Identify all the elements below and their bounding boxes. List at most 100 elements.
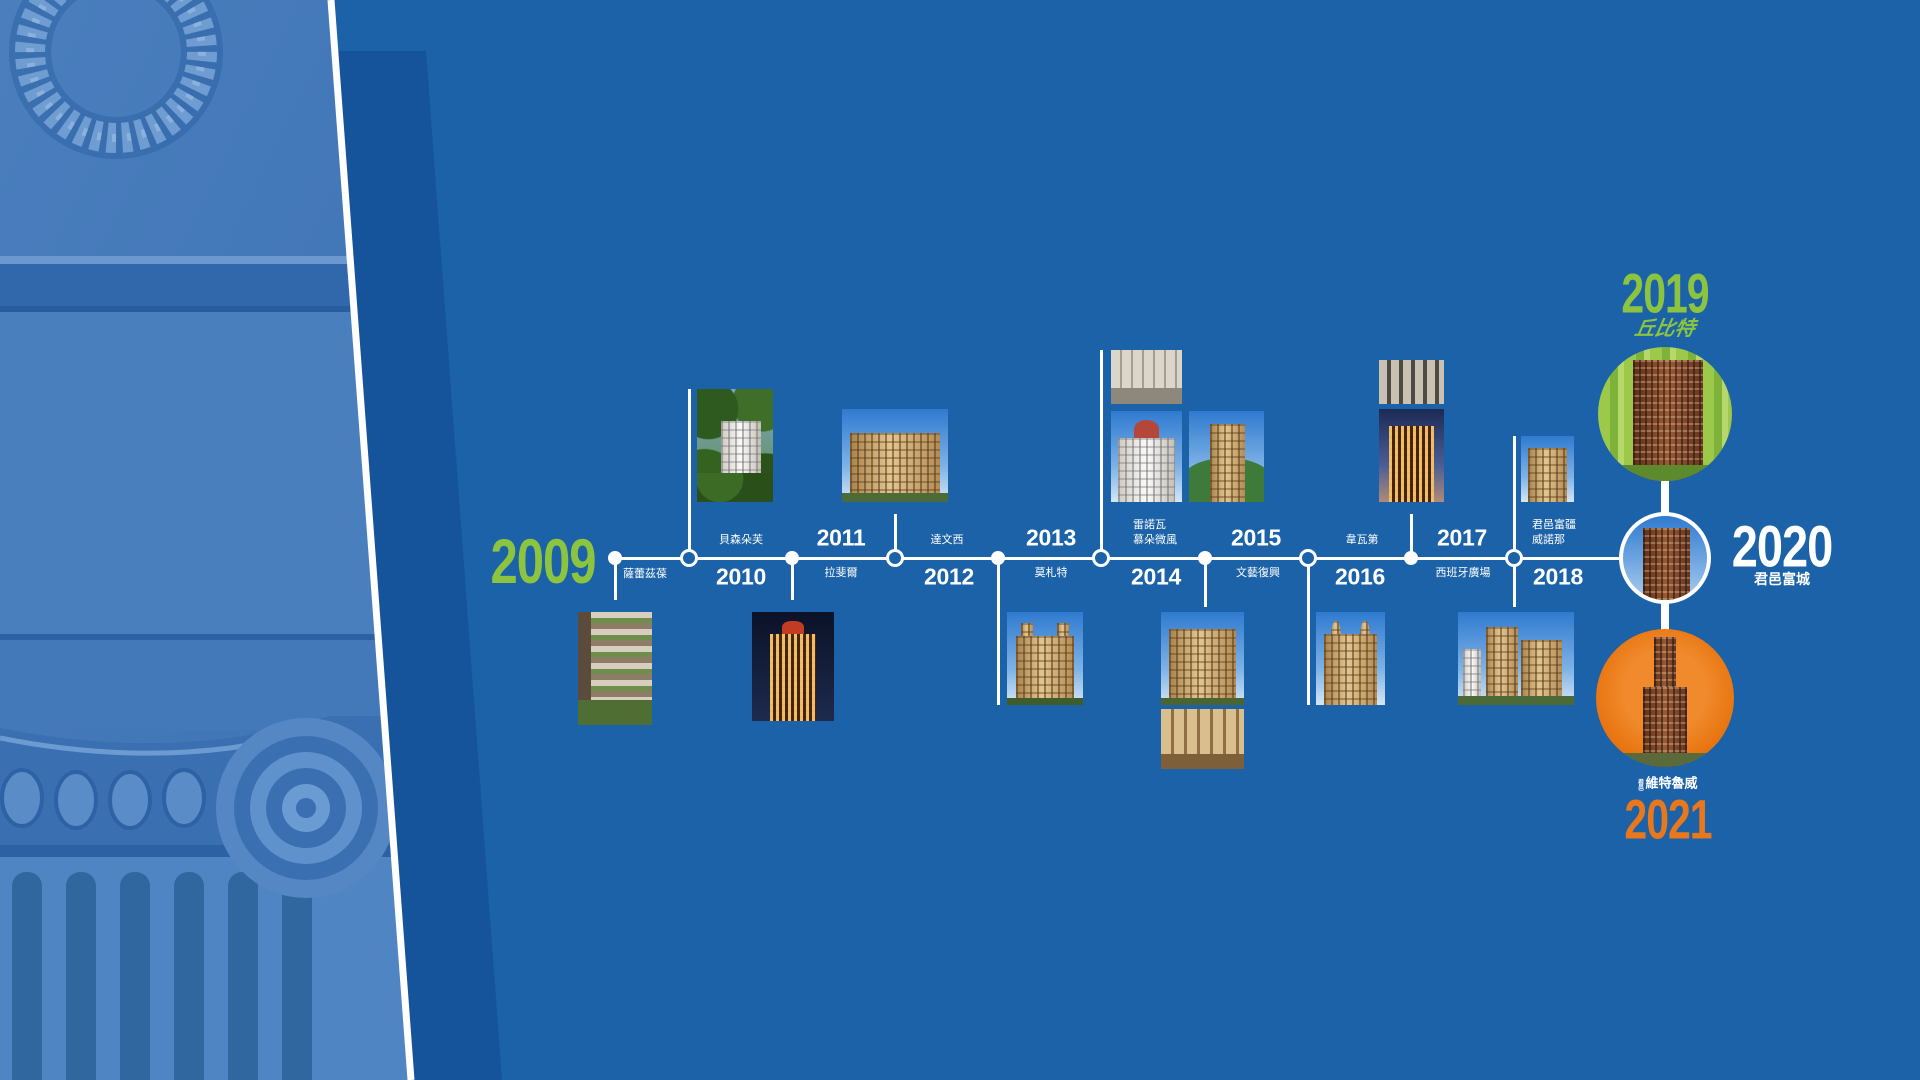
connector-2016 xyxy=(1307,558,1310,705)
project-photo-2016 xyxy=(1316,612,1385,705)
project-photo-2016-dusk xyxy=(1379,409,1444,502)
project-circle-2019 xyxy=(1598,347,1732,481)
project-label-2018: 君邑富疆 威諾那 xyxy=(1532,517,1576,547)
facade-base xyxy=(1111,387,1182,404)
building-illustration xyxy=(1643,527,1691,600)
wreath-relief xyxy=(9,0,223,159)
project-label-2016: 韋瓦第 xyxy=(1345,533,1379,546)
ground-strip xyxy=(1458,695,1574,705)
connector-2020-2021 xyxy=(1661,603,1669,630)
project-label-line: 慕朵微風 xyxy=(1133,533,1177,546)
building-illustration xyxy=(1520,639,1563,705)
project-label-2012: 達文西 xyxy=(930,533,964,546)
building-illustration xyxy=(1169,628,1236,705)
timeline-node-2015 xyxy=(1198,551,1212,565)
connector-2017 xyxy=(1410,514,1413,558)
project-photo-2009 xyxy=(578,612,652,725)
year-label-2020: 2020 xyxy=(1731,512,1834,580)
building-illustration xyxy=(1389,425,1434,502)
dark-band xyxy=(334,51,502,1080)
connector-2009 xyxy=(614,558,617,600)
ground-strip xyxy=(1007,697,1083,705)
project-photo-2014-b xyxy=(1161,612,1244,705)
ground-strip xyxy=(1161,697,1244,705)
building-illustration xyxy=(1210,423,1245,502)
ground-strip xyxy=(1596,753,1734,767)
project-label-line: 君邑富疆 xyxy=(1532,518,1576,531)
tree-foliage xyxy=(697,472,773,502)
pillar-background xyxy=(0,0,502,1080)
connector-2018 xyxy=(1513,436,1516,607)
project-photo-2014-tower xyxy=(1189,411,1264,502)
project-photo-2013 xyxy=(1007,612,1083,705)
year-label-2016: 2016 xyxy=(1335,563,1385,590)
building-illustration xyxy=(1324,634,1377,705)
project-label-2013: 莫札特 xyxy=(1034,566,1068,579)
building-illustration xyxy=(1485,626,1519,705)
connector-2011 xyxy=(791,558,794,600)
timeline-node-2018 xyxy=(1505,549,1523,567)
project-photo-2014-detail xyxy=(1111,350,1182,404)
building-illustration xyxy=(1632,360,1703,481)
timeline-node-2014 xyxy=(1092,549,1110,567)
background-building xyxy=(1462,649,1482,705)
timeline-node-2016 xyxy=(1299,549,1317,567)
project-circle-2021 xyxy=(1596,629,1734,767)
project-photo-2014-dome xyxy=(1111,411,1182,502)
brand-prefix: 君邑 xyxy=(1636,778,1644,790)
ground-strip xyxy=(1598,464,1732,481)
year-label-2018: 2018 xyxy=(1533,563,1583,590)
year-label-2017: 2017 xyxy=(1437,524,1487,551)
project-photo-2018 xyxy=(1521,436,1574,502)
building-illustration xyxy=(1016,636,1074,705)
ground-strip xyxy=(842,492,948,502)
year-label-2015: 2015 xyxy=(1231,524,1281,551)
project-photo-2017 xyxy=(1458,612,1574,705)
divider-stripe xyxy=(327,0,415,1080)
connector-2019-2020 xyxy=(1661,480,1669,513)
timeline-node-2013 xyxy=(991,551,1005,565)
connector-2012 xyxy=(894,514,897,558)
project-label-line: 威諾那 xyxy=(1532,533,1565,546)
building-illustration xyxy=(850,433,940,502)
facade-base xyxy=(1161,754,1244,769)
connector-2015 xyxy=(1204,558,1207,607)
project-photo-2016-detail xyxy=(1379,360,1444,404)
project-label-2017: 西班牙廣場 xyxy=(1435,566,1491,579)
project-label-2010: 貝森朵芙 xyxy=(719,533,763,546)
garden-greenery xyxy=(578,700,652,725)
connector-2014 xyxy=(1100,350,1103,558)
year-label-2021: 2021 xyxy=(1624,788,1712,851)
project-label-line: 雷諾瓦 xyxy=(1133,518,1166,531)
year-label-2019: 2019 xyxy=(1621,262,1709,325)
project-circle-2020 xyxy=(1619,512,1711,604)
year-label-2013: 2013 xyxy=(1026,524,1076,551)
project-name-text: 維特魯威 xyxy=(1645,776,1698,792)
project-photo-2011 xyxy=(842,409,948,502)
building-crown xyxy=(781,620,805,636)
project-label-2014: 雷諾瓦 慕朵微風 xyxy=(1133,517,1177,547)
column-flutes xyxy=(0,845,411,1080)
timeline-axis xyxy=(615,557,1619,560)
year-label-2009: 2009 xyxy=(490,527,596,597)
entablature-ledge xyxy=(0,256,411,730)
timeline-node-2010 xyxy=(680,549,698,567)
building-illustration xyxy=(1118,438,1175,502)
year-label-2014: 2014 xyxy=(1131,563,1181,590)
project-logo-2019: 丘比特 xyxy=(1632,316,1698,340)
year-label-2011: 2011 xyxy=(816,524,866,551)
project-label-2011: 拉斐爾 xyxy=(824,566,858,579)
project-name-2020: 君邑富城 xyxy=(1754,572,1810,588)
building-illustration xyxy=(770,633,816,721)
project-photo-2011-night xyxy=(752,612,834,721)
timeline-node-2009 xyxy=(608,551,622,565)
volute-scroll xyxy=(216,718,396,898)
connector-2010 xyxy=(688,389,691,558)
timeline-node-2012 xyxy=(886,549,904,567)
building-shadow xyxy=(578,612,592,725)
project-name-2021: 君邑 維特魯威 xyxy=(1636,778,1697,791)
timeline-node-2017 xyxy=(1404,551,1418,565)
project-label-2015: 文藝復興 xyxy=(1236,566,1280,579)
red-dome xyxy=(1134,420,1159,439)
